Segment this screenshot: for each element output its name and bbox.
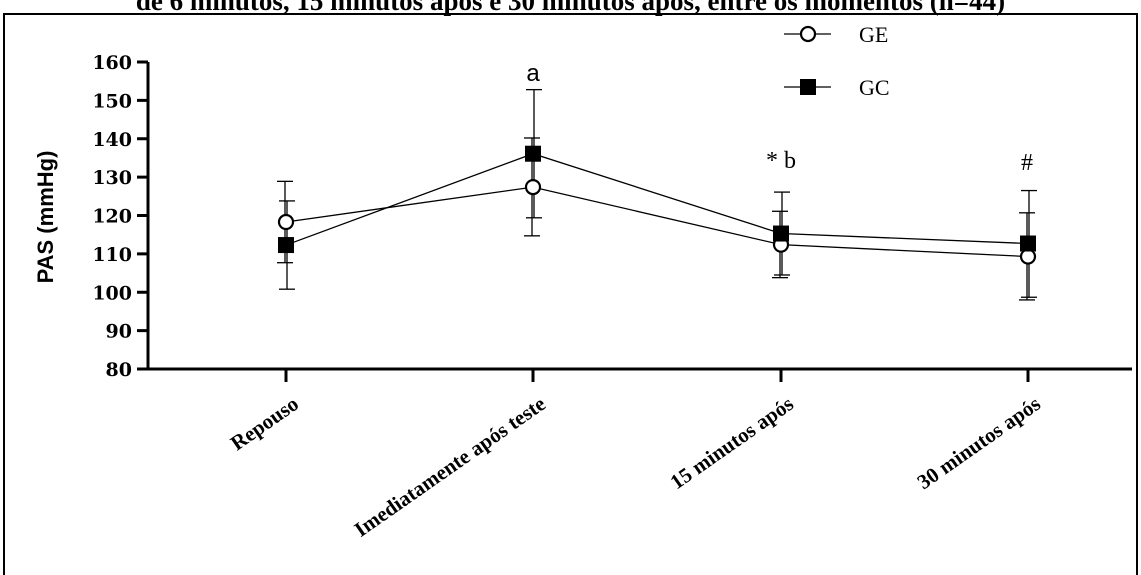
y-tick-label: 120 [92, 206, 132, 228]
data-point-gc [773, 225, 789, 242]
y-tick-label: 90 [106, 321, 132, 343]
data-point-gc [1020, 235, 1036, 252]
y-tick-label: 110 [92, 244, 132, 266]
y-tick-label: 160 [92, 52, 132, 74]
y-tick-label: 150 [92, 90, 132, 112]
annotation-label: # [1021, 150, 1033, 176]
y-tick-label: 130 [92, 167, 132, 189]
data-point-ge [1019, 248, 1037, 265]
series-lines [285, 153, 1029, 258]
x-tick-label: Repouso [226, 391, 303, 455]
data-point-gc [525, 145, 541, 162]
annotation-label: a [526, 60, 540, 87]
x-tick-label: Imediatamente após teste [350, 391, 550, 541]
data-point-gc [278, 237, 294, 254]
axes: 80 90 100 110 120 130 140 150 160 Repouso Imediata… [92, 52, 1132, 542]
legend-marker-ge [799, 25, 817, 43]
chart-frame [3, 13, 1138, 575]
data-point-ge [277, 213, 295, 231]
x-tick-label: 30 minutos após [913, 391, 1045, 494]
legend-label: GE [859, 22, 888, 47]
annotations: a * b # [526, 60, 1033, 176]
data-points [277, 145, 1037, 265]
y-tick-label: 100 [92, 282, 132, 304]
y-tick-label: 80 [106, 359, 132, 381]
figure-caption: de 6 minutos, 15 minutos após e 30 minut… [135, 0, 1006, 16]
x-tick-label: 15 minutos após [666, 391, 798, 494]
series-line-gc [285, 153, 1029, 246]
y-axis-label: PAS (mmHg) [33, 151, 58, 284]
error-bars [277, 88, 1037, 301]
legend: GE GC [784, 22, 890, 100]
annotation-label: * b [766, 148, 796, 174]
legend-label: GC [859, 75, 890, 100]
y-tick-label: 140 [92, 129, 132, 151]
data-point-ge [524, 179, 542, 196]
series-line-ge [285, 186, 1029, 258]
legend-marker-gc [800, 79, 816, 95]
